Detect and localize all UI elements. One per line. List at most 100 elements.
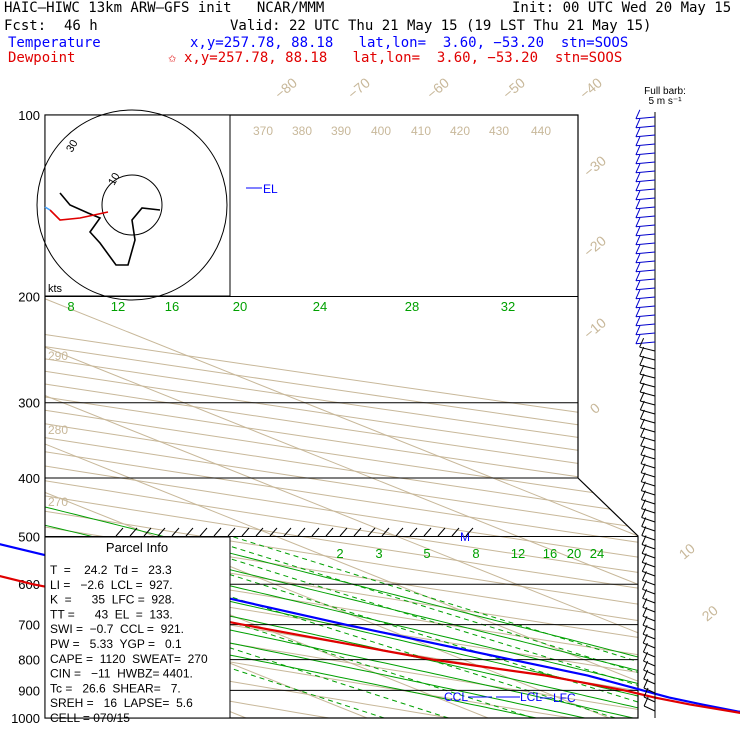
mixing-ratio-line xyxy=(45,536,534,718)
isotherm-line xyxy=(45,115,638,718)
hodograph-trace-black xyxy=(59,192,161,266)
theta-label: 390 xyxy=(331,124,351,138)
wind-barb-flag xyxy=(635,163,641,174)
parcel-info-title: Parcel Info xyxy=(106,540,168,555)
wind-barb xyxy=(639,373,656,379)
theta-label: 420 xyxy=(450,124,470,138)
theta-label: 400 xyxy=(371,124,391,138)
wind-barb xyxy=(642,588,656,595)
wind-barb xyxy=(635,152,656,156)
wind-barb-flag xyxy=(643,696,649,707)
wind-barb xyxy=(635,161,656,165)
theta-label: 370 xyxy=(253,124,273,138)
wind-barb xyxy=(635,242,656,246)
wind-barb-flag xyxy=(635,289,641,300)
pressure-tick-label: 200 xyxy=(18,290,40,305)
wind-barb-flag xyxy=(635,109,641,120)
pressure-tick-label: 900 xyxy=(18,683,40,698)
valid-time: Valid: 22 UTC Thu 21 May 15 (19 LST Thu … xyxy=(230,18,652,34)
dry-adiabat xyxy=(45,115,638,718)
wind-barb-flag xyxy=(639,355,645,366)
wind-barb xyxy=(635,170,656,174)
isotherm-label: 20 xyxy=(699,602,721,624)
wind-barb-flag xyxy=(641,499,646,509)
wind-barb xyxy=(642,570,656,577)
isotherm-label: −50 xyxy=(500,74,529,102)
lfc-label: LFC xyxy=(553,691,576,705)
wind-barb-flag xyxy=(642,598,648,608)
model-title: HAIC–HIWC 13km ARW–GFS init NCAR/MMM xyxy=(4,0,325,16)
wind-barb-flag xyxy=(642,624,648,635)
mixing-ratio-label: 24 xyxy=(590,546,604,561)
wind-barb-flag xyxy=(641,544,647,554)
wind-barb xyxy=(640,436,656,442)
mixing-ratio-line xyxy=(45,536,449,718)
wind-barb xyxy=(635,125,656,129)
moist-adiabat-label: 28 xyxy=(405,299,419,314)
wind-barb xyxy=(635,116,656,120)
theta-label: 410 xyxy=(411,124,431,138)
wind-barb-flag xyxy=(639,391,645,402)
wind-barb-flag xyxy=(635,325,641,336)
wind-barb xyxy=(641,517,656,523)
wind-barb xyxy=(635,134,656,138)
wind-barb xyxy=(635,215,656,219)
forecast-hours: 46 h xyxy=(64,18,98,34)
pressure-tick-label: 700 xyxy=(18,618,40,633)
wind-barb xyxy=(641,535,656,541)
dry-adiabat xyxy=(45,115,638,718)
wind-barb xyxy=(635,332,656,336)
wind-barb-flag xyxy=(640,463,646,473)
wind-barb xyxy=(641,526,656,532)
mixing-ratio-label: 16 xyxy=(543,546,557,561)
wind-barb-flag xyxy=(640,445,646,456)
wind-barb xyxy=(642,633,656,640)
wind-barb xyxy=(635,278,656,282)
temperature-legend-info: x,y=257.78, 88.18 lat,lon= 3.60, −53.20 … xyxy=(190,35,629,51)
pressure-tick-label: 500 xyxy=(18,529,40,544)
mixing-ratio-label: 20 xyxy=(567,546,581,561)
parcel-info-row: TT = 43 EL = 133. xyxy=(50,607,173,621)
theta-label: 380 xyxy=(292,124,312,138)
wind-barb xyxy=(642,579,656,586)
wind-barb xyxy=(641,508,656,514)
wind-barb xyxy=(640,463,656,469)
mixing-ratio-line xyxy=(108,536,638,718)
ccl-label: CCL xyxy=(444,690,468,704)
wind-barb xyxy=(641,544,656,550)
dry-adiabat xyxy=(45,115,638,718)
isotherm-label: 0 xyxy=(587,399,603,416)
wind-barb-flag xyxy=(640,454,646,464)
temperature-legend-label: Temperature xyxy=(8,35,101,51)
dry-adiabat xyxy=(45,115,571,718)
wind-barb xyxy=(635,260,656,264)
wind-barb-flag xyxy=(635,136,641,147)
wind-barb-flag xyxy=(635,244,641,255)
mixing-ratio-label: 8 xyxy=(472,546,479,561)
wind-barb xyxy=(635,197,656,201)
wind-barb xyxy=(643,705,656,712)
dry-adiabat xyxy=(45,115,638,718)
wind-barb-flag xyxy=(635,253,641,264)
moist-adiabat xyxy=(45,296,585,718)
wind-barb xyxy=(640,472,656,478)
wind-barbs xyxy=(635,109,656,712)
wind-barb-flag xyxy=(641,508,647,518)
wind-barb xyxy=(641,499,656,505)
isotherm-line xyxy=(45,115,638,718)
wind-barb xyxy=(643,669,656,676)
wind-barb-flag xyxy=(635,172,641,183)
dewpoint-legend-marker-icon: ✩ xyxy=(168,50,177,66)
lcl-label: LCL xyxy=(520,690,542,704)
theta-label: 270 xyxy=(48,495,68,509)
wind-barb-flag xyxy=(643,687,649,698)
pressure-tick-label: 300 xyxy=(18,396,40,411)
wind-barb xyxy=(639,346,656,352)
wind-barb-flag xyxy=(643,660,649,671)
parcel-info-row: CIN = −11 HWBZ= 4401. xyxy=(50,667,193,681)
mixing-ratio-label: 2 xyxy=(336,546,343,561)
wind-barb xyxy=(641,490,656,496)
barb-legend-line2: 5 m s⁻¹ xyxy=(648,96,682,107)
wind-barb xyxy=(642,606,656,613)
wind-barb-flag xyxy=(640,427,646,438)
